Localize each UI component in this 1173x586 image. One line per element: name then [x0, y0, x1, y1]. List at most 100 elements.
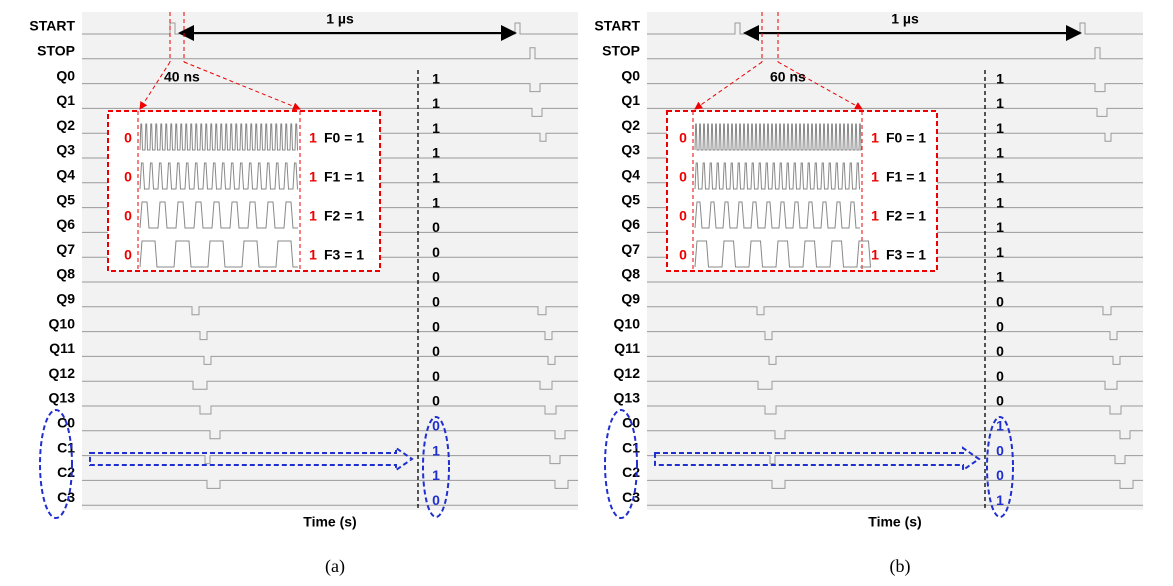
zoom-box: [666, 110, 938, 272]
zoom-waveform: [139, 123, 298, 151]
signal-label: Q11: [49, 340, 75, 356]
signal-label: C1: [57, 439, 75, 455]
signal-label: Q6: [56, 216, 75, 232]
bit-value: 1: [432, 194, 440, 210]
zoom-waveform: [139, 201, 298, 229]
waveform: [82, 455, 578, 465]
zoom-waveform: [694, 240, 872, 268]
bit-value: 0: [996, 393, 1004, 409]
waveform: [82, 83, 578, 93]
waveform: [647, 47, 1143, 60]
flag-label: F0 = 1: [324, 130, 364, 146]
zoom-waveform: [694, 123, 862, 151]
bit-value: 1: [432, 467, 440, 483]
signal-label: Q13: [49, 390, 76, 406]
zoom-arrow: [777, 61, 863, 110]
signal-label: Q3: [56, 142, 75, 158]
bit-value: 0: [996, 343, 1004, 359]
bit-value: 0: [432, 219, 440, 235]
waveform: [647, 107, 1143, 117]
start-bit: 0: [124, 208, 132, 224]
signal-label: Q9: [56, 291, 75, 307]
waveform: [82, 331, 578, 341]
x-axis-label: Time (s): [868, 514, 921, 530]
waveform: [82, 355, 578, 365]
bit-value: 0: [432, 269, 440, 285]
signal-label: Q4: [621, 167, 640, 183]
end-bit: 1: [309, 247, 317, 263]
signal-label: Q0: [56, 67, 75, 83]
signal-label: Q6: [621, 216, 640, 232]
interval-label: 1 µs: [891, 11, 919, 27]
start-bit: 0: [679, 247, 687, 263]
signal-label: Q12: [614, 365, 641, 381]
waveform: [82, 306, 578, 316]
signal-label: Q2: [56, 117, 75, 133]
bit-value: 0: [996, 294, 1004, 310]
bit-value: 1: [996, 219, 1004, 235]
signal-label: Q7: [56, 241, 75, 257]
flag-label: F3 = 1: [886, 247, 926, 263]
bit-value: 0: [996, 442, 1004, 458]
zoom-waveform: [694, 162, 860, 190]
bit-value: 0: [432, 492, 440, 508]
signal-label: Q13: [614, 390, 641, 406]
start-bit: 0: [679, 208, 687, 224]
caption: (b): [890, 556, 911, 577]
bit-value: 1: [432, 120, 440, 136]
count-highlight: [604, 409, 638, 519]
end-bit: 1: [309, 130, 317, 146]
bit-value: 1: [432, 70, 440, 86]
bit-value: 0: [432, 294, 440, 310]
waveform: [82, 405, 578, 415]
waveform: [82, 380, 578, 390]
bit-value: 1: [996, 418, 1004, 434]
waveform: [647, 455, 1143, 465]
bit-value: 1: [996, 95, 1004, 111]
signal-label: START: [594, 18, 640, 34]
bit-value: 0: [432, 318, 440, 334]
end-bit: 1: [871, 169, 879, 185]
count-arrow: [654, 446, 981, 472]
bit-value: 1: [996, 194, 1004, 210]
bit-value: 1: [432, 442, 440, 458]
waveform: [647, 83, 1143, 93]
count-arrow: [89, 446, 414, 472]
waveform: [82, 47, 578, 60]
signal-label: Q3: [621, 142, 640, 158]
bit-value: 0: [996, 368, 1004, 384]
flag-label: F0 = 1: [886, 130, 926, 146]
zoom-label: 60 ns: [770, 69, 806, 85]
signal-label: Q0: [621, 67, 640, 83]
bit-value: 1: [996, 244, 1004, 260]
bit-value: 1: [996, 145, 1004, 161]
signal-label: Q7: [621, 241, 640, 257]
signal-label: STOP: [37, 43, 75, 59]
zoom-waveform: [694, 201, 860, 229]
waveform: [82, 430, 578, 440]
end-bit: 1: [871, 130, 879, 146]
bit-value: 0: [432, 368, 440, 384]
count-highlight: [39, 409, 73, 519]
signal-label: Q4: [56, 167, 75, 183]
start-bit: 0: [124, 247, 132, 263]
signal-label: C3: [622, 489, 640, 505]
bit-value: 0: [432, 343, 440, 359]
waveform: [647, 405, 1143, 415]
bit-value: 1: [996, 170, 1004, 186]
signal-label: Q1: [56, 92, 75, 108]
zoom-waveform: [139, 162, 298, 190]
start-bit: 0: [679, 130, 687, 146]
signal-label: Q12: [49, 365, 76, 381]
waveform: [647, 430, 1143, 440]
signal-label: Q8: [56, 266, 75, 282]
zoom-arrow: [139, 61, 171, 110]
bit-value: 0: [432, 418, 440, 434]
bit-value: 1: [432, 145, 440, 161]
start-bit: 0: [124, 130, 132, 146]
bit-value: 1: [996, 120, 1004, 136]
signal-label: Q10: [614, 315, 641, 331]
bit-value: 0: [432, 244, 440, 260]
